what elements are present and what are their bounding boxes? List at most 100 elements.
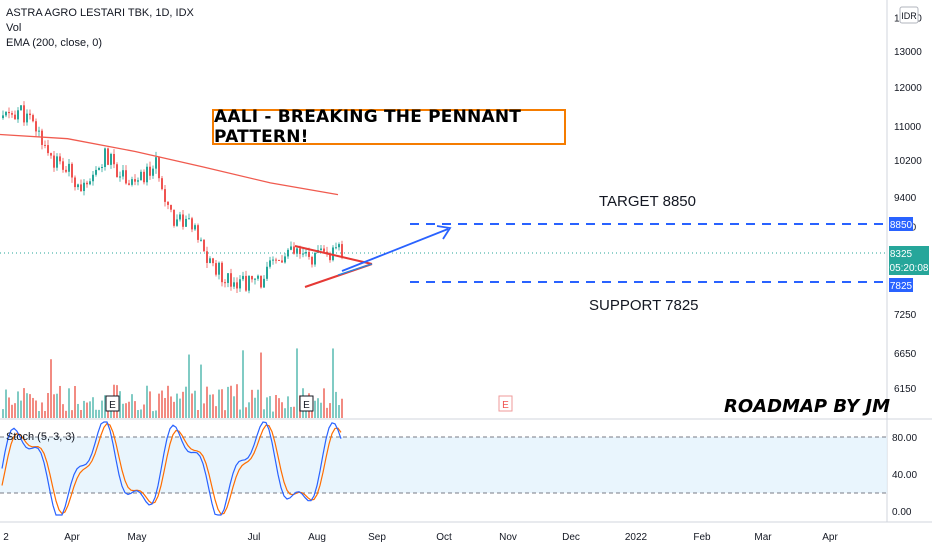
volume-bar xyxy=(257,389,259,418)
volume-bar xyxy=(251,389,253,418)
candle-body xyxy=(203,239,205,252)
volume-bar xyxy=(200,364,202,418)
candle-body xyxy=(2,115,4,119)
candle-body xyxy=(263,278,265,288)
candle-body xyxy=(275,259,277,261)
bar-countdown: 05:20:08 xyxy=(890,263,929,274)
candle-body xyxy=(299,248,301,255)
volume-bar xyxy=(128,401,130,418)
candle-body xyxy=(257,275,259,279)
candle-body xyxy=(290,246,292,250)
volume-bar xyxy=(86,402,88,418)
time-tick-label: May xyxy=(128,532,147,543)
volume-bar xyxy=(287,396,289,418)
candle-body xyxy=(125,170,127,184)
target-annotation: TARGET 8850 xyxy=(599,193,696,210)
candle-body xyxy=(164,189,166,202)
candle-body xyxy=(68,163,70,172)
volume-bar xyxy=(314,400,316,418)
volume-bar xyxy=(290,406,292,418)
candle-body xyxy=(56,156,58,168)
candle-body xyxy=(311,256,313,265)
volume-bar xyxy=(56,393,58,418)
volume-bar xyxy=(134,401,136,418)
candle-body xyxy=(272,259,274,261)
candle-body xyxy=(119,176,121,178)
time-axis[interactable]: 2 Apr May Jul Aug Sep Oct Nov Dec 2022 Feb Mar Apr xyxy=(3,532,838,543)
volume-bar xyxy=(5,389,7,418)
currency-badge[interactable] xyxy=(899,6,919,24)
candle-body xyxy=(5,112,7,116)
support-price-tag-bg xyxy=(889,278,913,292)
current-price-tag: 8325 xyxy=(890,249,913,260)
candle-body xyxy=(224,282,226,284)
candle-body xyxy=(302,253,304,255)
candle-body xyxy=(107,148,109,165)
candle-body xyxy=(245,275,247,291)
candle-body xyxy=(110,153,112,165)
candle-body xyxy=(14,114,16,120)
candle-body xyxy=(323,248,325,252)
stoch-axis[interactable]: 80.00 40.00 0.00 xyxy=(892,433,917,518)
candle-body xyxy=(149,166,151,176)
candle-body xyxy=(314,252,316,265)
volume-bar xyxy=(215,406,217,418)
candle-body xyxy=(173,209,175,226)
price-tick-label: 13000 xyxy=(894,47,922,58)
symbol-legend[interactable]: ASTRA AGRO LESTARI TBK, 1D, IDX xyxy=(6,7,194,19)
candle-body xyxy=(281,260,283,263)
volume-bar xyxy=(296,348,298,418)
volume-bar xyxy=(149,391,151,418)
volume-legend[interactable]: Vol xyxy=(6,22,22,34)
candle-body xyxy=(200,239,202,241)
candle-body xyxy=(284,256,286,263)
candle-body xyxy=(260,275,262,288)
volume-bar xyxy=(188,354,190,418)
volume-bar xyxy=(293,406,295,418)
chart-title-annotation: AALI - BREAKING THE PENNANT PATTERN! xyxy=(212,107,566,147)
candle-body xyxy=(98,167,100,170)
svg-text:E: E xyxy=(109,400,116,411)
volume-bar xyxy=(227,386,229,418)
volume-bar xyxy=(263,409,265,418)
volume-bar xyxy=(167,385,169,418)
candle-body xyxy=(185,218,187,227)
candle-body xyxy=(170,204,172,210)
candle-body xyxy=(266,266,268,279)
earnings-marker[interactable]: E xyxy=(299,395,314,412)
author-annotation: ROADMAP BY JM xyxy=(724,396,890,417)
ema-line xyxy=(0,133,339,196)
volume-bar xyxy=(2,409,4,418)
candle-body xyxy=(293,246,295,254)
volume-bar xyxy=(341,398,343,418)
stoch-tick-label: 40.00 xyxy=(892,470,917,481)
price-axis[interactable]: 1400013000120001100010200940088007250665… xyxy=(894,14,922,396)
volume-bar xyxy=(20,400,22,418)
time-tick-label: 2 xyxy=(3,532,9,543)
volume-bar xyxy=(71,410,73,418)
candle-body xyxy=(209,258,211,263)
volume-bar xyxy=(17,391,19,418)
time-tick-label: 2022 xyxy=(625,532,648,543)
volume-bar xyxy=(323,388,325,418)
time-tick-label: Jul xyxy=(248,532,261,543)
earnings-marker-future[interactable]: E xyxy=(498,395,513,412)
projection-arrow-head xyxy=(436,225,452,240)
volume-bar xyxy=(326,407,328,418)
candle-body xyxy=(152,168,154,176)
volume-bar xyxy=(80,409,82,418)
ema-legend[interactable]: EMA (200, close, 0) xyxy=(6,37,102,49)
candle-body xyxy=(41,130,43,145)
candle-body xyxy=(122,170,124,177)
volume-bar xyxy=(182,391,184,418)
candle-body xyxy=(137,180,139,182)
stoch-legend[interactable]: Stoch (5, 3, 3) xyxy=(6,431,76,443)
candle-body xyxy=(197,225,199,240)
volume-bar xyxy=(242,350,244,418)
earnings-marker[interactable]: E xyxy=(105,395,120,412)
candle-body xyxy=(38,130,40,132)
volume-bar xyxy=(275,394,277,418)
volume-bar xyxy=(245,407,247,418)
time-tick-label: Aug xyxy=(308,532,326,543)
